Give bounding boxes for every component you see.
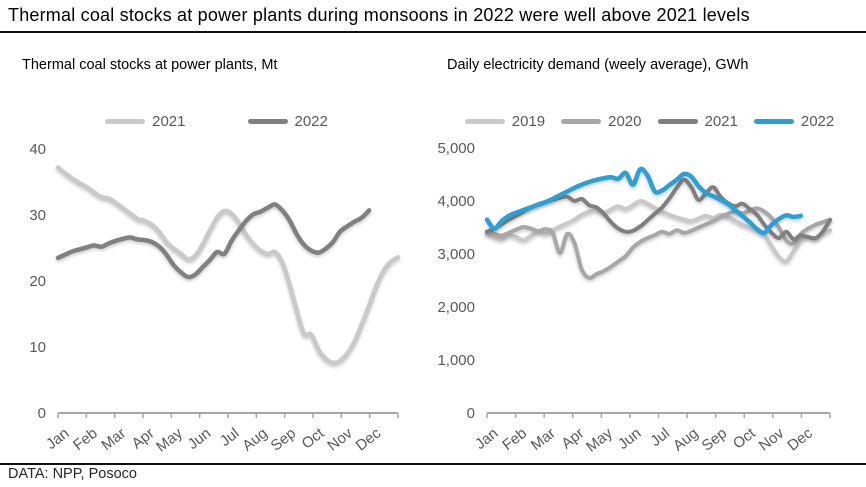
legend-label: 2022 <box>800 112 835 130</box>
y-axis-label: 0 <box>38 405 46 422</box>
x-axis-label: May <box>583 424 616 455</box>
y-axis-label: 4,000 <box>437 193 475 210</box>
x-axis-label: Jul <box>647 425 673 450</box>
y-axis-label: 2,000 <box>437 299 475 316</box>
x-axis-label: Dec <box>784 424 816 454</box>
x-axis-label: Jul <box>217 425 243 450</box>
footer-divider <box>0 463 866 465</box>
x-axis-label: Jan <box>43 425 73 453</box>
legend-item-2019: 2019 <box>464 112 546 130</box>
series-line-2021 <box>55 165 401 366</box>
series-line-2020 <box>485 206 832 280</box>
legend-item-2021: 2021 <box>657 112 738 130</box>
legend-item-2022: 2022 <box>753 112 835 130</box>
x-axis-label: Jun <box>615 425 645 453</box>
x-axis-label: Oct <box>730 424 760 452</box>
x-axis-label: Sep <box>699 425 731 455</box>
x-axis-label: Dec <box>353 424 385 454</box>
y-axis-label: 1,000 <box>437 352 475 369</box>
title-divider <box>0 31 866 33</box>
legend-swatch-2022 <box>247 118 288 124</box>
legend-item-2022: 2022 <box>247 112 328 130</box>
coal-chart-legend: 2021 2022 <box>0 110 433 132</box>
series-line-2022 <box>55 202 372 280</box>
coal-chart-subtitle: Thermal coal stocks at power plants, Mt <box>22 57 278 73</box>
x-axis-label: Mar <box>528 425 559 454</box>
x-axis-label: Aug <box>239 425 271 455</box>
x-axis-label: Feb <box>499 425 530 454</box>
electricity-demand-panel: Daily electricity demand (weely average)… <box>433 40 866 460</box>
coal-stocks-panel: Thermal coal stocks at power plants, Mt … <box>0 40 433 460</box>
y-axis-label: 5,000 <box>437 140 475 157</box>
x-axis-label: Aug <box>670 425 702 455</box>
legend-item-2020: 2020 <box>561 112 642 130</box>
x-axis-label: Nov <box>756 424 788 454</box>
legend-label: 2021 <box>704 112 738 130</box>
x-axis-label: Sep <box>268 425 300 455</box>
data-source: DATA: NPP, Posoco <box>8 466 137 482</box>
legend-swatch-2021 <box>657 118 698 124</box>
x-axis-label: Jun <box>185 425 215 453</box>
electricity-chart-subtitle: Daily electricity demand (weely average)… <box>447 57 749 73</box>
y-axis-label: 20 <box>29 273 46 290</box>
y-axis-label: 0 <box>467 405 475 422</box>
legend-item-2021: 2021 <box>105 112 186 130</box>
legend-label: 2022 <box>294 112 328 130</box>
x-axis-label: May <box>153 424 186 455</box>
x-axis-label: Apr <box>129 425 158 453</box>
x-axis-label: Jan <box>472 425 502 453</box>
legend-label: 2020 <box>608 112 642 130</box>
x-axis-label: Nov <box>324 424 356 454</box>
x-axis-label: Apr <box>558 425 587 453</box>
legend-swatch-2022 <box>753 118 794 124</box>
x-axis-label: Feb <box>70 425 101 454</box>
y-axis-label: 40 <box>29 141 46 158</box>
legend-label: 2021 <box>152 112 186 130</box>
legend-label: 2019 <box>511 112 546 130</box>
x-axis-label: Mar <box>98 425 129 454</box>
series-line-2022 <box>484 166 804 236</box>
y-axis-label: 10 <box>29 339 46 356</box>
x-axis-label: Oct <box>299 424 329 452</box>
y-axis-label: 3,000 <box>437 246 475 263</box>
legend-swatch-2019 <box>464 118 505 124</box>
legend-swatch-2020 <box>561 118 602 124</box>
electricity-chart-legend: 2019 2020 2021 2022 <box>433 110 866 132</box>
legend-swatch-2021 <box>105 118 146 124</box>
y-axis-label: 30 <box>29 207 46 224</box>
graphic-title: Thermal coal stocks at power plants duri… <box>8 5 750 25</box>
